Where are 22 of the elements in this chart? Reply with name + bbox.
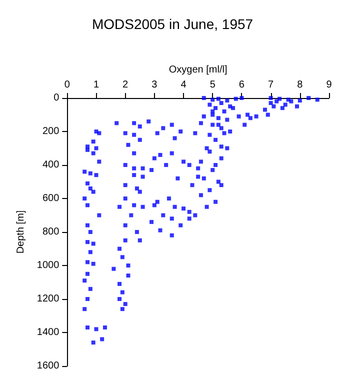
- x-tick-label: 6: [238, 80, 245, 90]
- x-axis-title: Oxygen [ml/l]: [168, 64, 228, 76]
- y-tick-label: 1200: [36, 294, 60, 304]
- chart-title: MODS2005 in June, 1957: [92, 16, 254, 32]
- x-tick-label: 2: [122, 80, 129, 90]
- y-tick-label: 800: [42, 226, 60, 238]
- x-tick-label: 0: [64, 80, 70, 90]
- x-tick-label: 1: [93, 80, 100, 90]
- x-tick-label: 7: [268, 80, 274, 90]
- y-tick-label: 0: [54, 92, 60, 104]
- x-tick-label: 3: [152, 80, 158, 90]
- y-axis-title: Depth [m]: [16, 210, 26, 254]
- x-tick-label: 9: [326, 80, 332, 90]
- x-tick-label: 8: [297, 80, 304, 90]
- y-tick-label: 1600: [36, 360, 60, 372]
- y-tick-label: 1000: [36, 260, 60, 271]
- y-tick-label: 200: [42, 126, 60, 137]
- y-tick-label: 600: [42, 193, 60, 204]
- y-tick-label: 1400: [36, 327, 60, 338]
- x-tick-label: 5: [210, 80, 216, 90]
- y-tick-label: 400: [42, 160, 60, 170]
- x-tick-label: 4: [180, 80, 187, 90]
